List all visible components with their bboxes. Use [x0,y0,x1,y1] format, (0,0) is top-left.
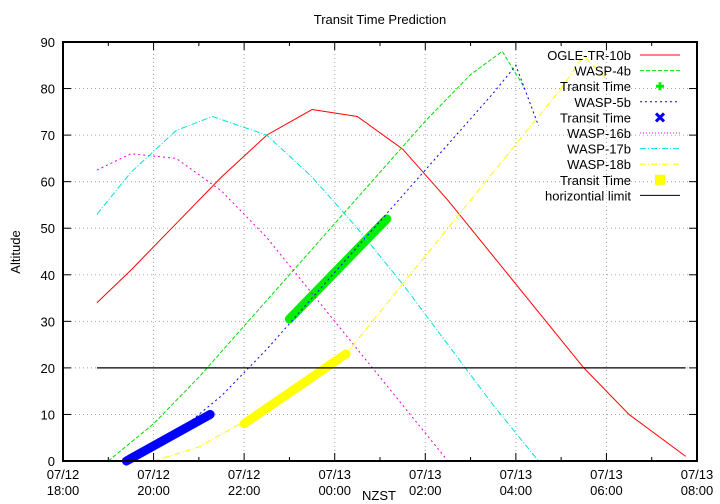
y-tick-label: 30 [41,314,55,329]
wasp-4b-series [107,50,526,462]
x-tick-date: 07/13 [500,467,533,482]
wasp-17b-series [96,115,539,462]
x-tick-time: 22:00 [228,483,261,498]
legend-label: WASP-17b [567,142,631,157]
x-tick-time: 00:00 [318,483,351,498]
wasp-18b-series [153,55,607,462]
y-tick-label: 10 [41,407,55,422]
legend-label: Transit Time [560,173,631,188]
series-layer [96,50,686,466]
legend-label: WASP-4b [574,64,631,79]
x-tick-date: 07/12 [228,467,261,482]
x-tick-time: 06:00 [590,483,623,498]
y-tick-label: 50 [41,221,55,236]
x-tick-time: 02:00 [409,483,442,498]
x-tick-time: 08:00 [681,483,714,498]
y-tick-label: 60 [41,175,55,190]
wasp-5b-series [135,64,539,462]
ogle-tr-10b-series [96,108,686,457]
legend-label: WASP-16b [567,126,631,141]
x-tick-date: 07/12 [47,467,80,482]
y-tick-label: 90 [41,35,55,50]
wasp-16b-series [96,153,449,462]
y-tick-label: 0 [48,454,55,469]
legend-label: horizontial limit [545,188,631,203]
x-tick-time: 04:00 [500,483,533,498]
legend-label: Transit Time [560,110,631,125]
x-tick-date: 07/12 [137,467,170,482]
axis-ticks: 010203040506070809007/1218:0007/1220:000… [41,35,714,498]
y-tick-label: 20 [41,361,55,376]
legend-label: Transit Time [560,79,631,94]
legend-label: WASP-5b [574,95,631,110]
plot-frame [62,41,698,462]
x-tick-date: 07/13 [590,467,623,482]
x-tick-date: 07/13 [318,467,351,482]
x-axis-label: NZST [362,488,396,503]
transit-time-series [239,349,351,429]
y-axis-label: Altitude [8,230,23,273]
x-tick-date: 07/13 [409,467,442,482]
chart-title: Transit Time Prediction [314,12,446,27]
x-tick-date: 07/13 [681,467,714,482]
transit-time-series [121,409,215,466]
legend-label: WASP-18b [567,157,631,172]
legend-label: OGLE-TR-10b [547,48,631,63]
x-tick-time: 18:00 [47,483,80,498]
y-tick-label: 80 [41,82,55,97]
y-tick-label: 70 [41,128,55,143]
x-tick-time: 20:00 [137,483,170,498]
y-tick-label: 40 [41,268,55,283]
